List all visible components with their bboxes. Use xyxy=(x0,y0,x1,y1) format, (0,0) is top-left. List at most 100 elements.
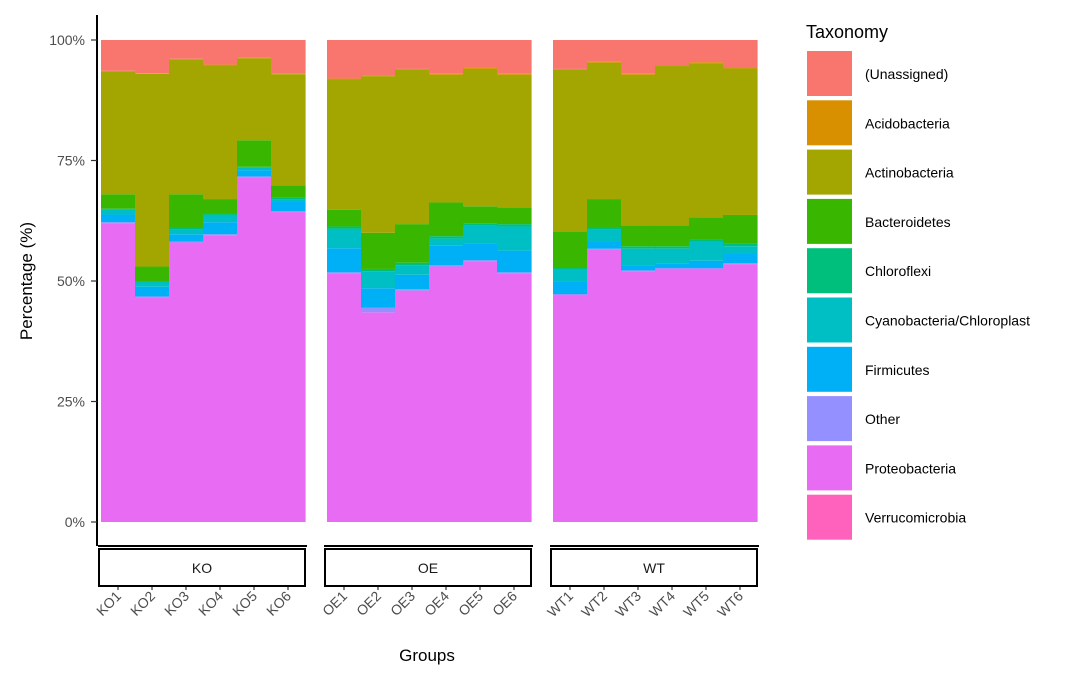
bar-segment-ko3-firmicutes xyxy=(169,234,204,242)
bar-segment-wt6-actinobacteria xyxy=(723,68,758,215)
bar-segment-oe5-bacteroidetes xyxy=(463,206,498,224)
bar-segment-ko3-unassigned xyxy=(169,40,204,59)
bar-segment-wt2-firmicutes xyxy=(587,241,622,249)
x-tick-label-wt3: WT3 xyxy=(612,588,644,620)
bar-segment-wt4-acidobacteria xyxy=(655,65,690,67)
bar-segment-oe6-unassigned xyxy=(497,40,532,74)
bar-segment-oe4-proteobacteria xyxy=(429,266,464,522)
bar-segment-wt5-actinobacteria xyxy=(689,63,724,218)
bar-segment-ko3-other xyxy=(169,241,204,243)
x-tick-label-wt5: WT5 xyxy=(680,588,712,620)
x-tick-label-ko1: KO1 xyxy=(93,588,124,619)
bar-segment-wt1-firmicutes xyxy=(553,281,588,295)
facet-panel-ko: KO1 KO2 KO3 KO4 KO5 KO6 KO xyxy=(93,40,307,619)
bar-segment-oe1-firmicutes xyxy=(327,248,362,273)
bar-segment-oe2-unassigned xyxy=(361,40,396,76)
x-tick-label-ko4: KO4 xyxy=(195,588,226,619)
legend-item-bacteroidetes: Bacteroidetes xyxy=(807,198,951,244)
bar-segment-wt3-unassigned xyxy=(621,40,656,74)
bar-segment-ko6-bacteroidetes xyxy=(271,185,306,198)
legend-label: Firmicutes xyxy=(865,362,930,378)
bar-segment-oe6-other xyxy=(497,272,532,274)
bar-segment-oe3-cyanobacteria-chloroplast xyxy=(395,265,430,275)
bar-segment-wt2-proteobacteria xyxy=(587,249,622,523)
bar-segment-ko4-bacteroidetes xyxy=(203,199,238,214)
x-tick-label-oe5: OE5 xyxy=(455,588,486,619)
bar-segment-ko4-actinobacteria xyxy=(203,65,238,200)
bar-segment-wt1-acidobacteria xyxy=(553,68,588,70)
bar-segment-ko3-bacteroidetes xyxy=(169,194,204,228)
bar-wt4 xyxy=(655,40,690,522)
bar-segment-wt6-proteobacteria xyxy=(723,264,758,522)
bar-segment-ko5-bacteroidetes xyxy=(237,140,272,167)
bar-segment-oe3-actinobacteria xyxy=(395,69,430,225)
legend-swatch xyxy=(807,198,852,244)
bar-segment-oe1-acidobacteria xyxy=(327,78,362,80)
facet-panel-oe: OE1 OE2 OE3 OE4 OE5 OE6 OE xyxy=(319,40,533,619)
bar-segment-ko2-other xyxy=(135,296,170,298)
bar-segment-oe2-other xyxy=(361,307,396,313)
legend-label: Other xyxy=(865,411,900,427)
bar-segment-oe6-acidobacteria xyxy=(497,73,532,75)
bar-segment-ko1-cyanobacteria-chloroplast xyxy=(101,209,136,215)
bar-segment-oe2-cyanobacteria-chloroplast xyxy=(361,271,396,289)
bar-segment-oe6-actinobacteria xyxy=(497,74,532,208)
bar-segment-wt4-unassigned xyxy=(655,40,690,66)
bar-segment-wt3-chloroflexi xyxy=(621,246,656,249)
bar-segment-wt1-other xyxy=(553,294,588,296)
bar-segment-ko1-proteobacteria xyxy=(101,223,136,522)
bar-segment-oe4-unassigned xyxy=(429,40,464,74)
legend-label: Verrucomicrobia xyxy=(865,510,966,526)
bar-ko6 xyxy=(271,40,306,522)
bar-wt2 xyxy=(587,40,622,523)
bar-segment-oe4-bacteroidetes xyxy=(429,202,464,237)
legend-label: Proteobacteria xyxy=(865,460,956,476)
legend-swatch xyxy=(807,297,852,343)
bar-segment-oe5-proteobacteria xyxy=(463,261,498,522)
x-tick-label-ko6: KO6 xyxy=(263,588,294,619)
bar-segment-wt2-cyanobacteria-chloroplast xyxy=(587,229,622,242)
bar-segment-wt4-proteobacteria xyxy=(655,268,690,522)
bar-segment-ko6-other xyxy=(271,211,306,213)
bar-segment-oe3-firmicutes xyxy=(395,274,430,290)
x-tick-label-ko3: KO3 xyxy=(161,588,192,619)
bar-segment-oe4-chloroflexi xyxy=(429,236,464,239)
bar-segment-wt5-proteobacteria xyxy=(689,268,724,522)
legend-label: Acidobacteria xyxy=(865,115,950,131)
legend-label: Chloroflexi xyxy=(865,263,931,279)
y-tick-label: 0% xyxy=(65,514,85,530)
x-tick-label-ko2: KO2 xyxy=(127,588,158,619)
bar-oe6 xyxy=(497,40,532,522)
bar-segment-ko6-cyanobacteria-chloroplast xyxy=(271,199,306,202)
bar-segment-wt2-actinobacteria xyxy=(587,62,622,200)
legend-swatch xyxy=(807,248,852,294)
bar-segment-oe5-actinobacteria xyxy=(463,68,498,207)
bar-ko2 xyxy=(135,40,170,522)
legend-swatch xyxy=(807,396,852,442)
bar-segment-wt6-bacteroidetes xyxy=(723,214,758,244)
bar-segment-ko4-other xyxy=(203,234,238,236)
bar-segment-oe5-chloroflexi xyxy=(463,223,498,226)
legend-swatch xyxy=(807,51,852,96)
bar-segment-wt4-chloroflexi xyxy=(655,246,690,249)
bar-segment-ko4-proteobacteria xyxy=(203,235,238,522)
x-tick-label-wt2: WT2 xyxy=(578,588,610,620)
bar-segment-wt1-unassigned xyxy=(553,40,588,69)
bar-segment-ko3-cyanobacteria-chloroplast xyxy=(169,229,204,235)
bar-wt6 xyxy=(723,40,758,522)
bar-segment-ko2-bacteroidetes xyxy=(135,266,170,281)
bar-segment-oe1-cyanobacteria-chloroplast xyxy=(327,228,362,249)
bar-segment-oe1-proteobacteria xyxy=(327,273,362,522)
legend-item-unassigned: (Unassigned) xyxy=(807,51,948,96)
bar-segment-ko6-firmicutes xyxy=(271,201,306,212)
bar-segment-wt5-unassigned xyxy=(689,40,724,63)
legend-item-verrucomicrobia: Verrucomicrobia xyxy=(807,494,966,540)
legend-label: Actinobacteria xyxy=(865,165,954,181)
bar-segment-oe2-proteobacteria xyxy=(361,312,396,522)
legend-swatch xyxy=(807,149,852,195)
facet-strip-oe xyxy=(324,548,532,587)
bar-segment-ko2-actinobacteria xyxy=(135,73,170,267)
bar-segment-ko2-chloroflexi xyxy=(135,281,170,282)
bar-segment-oe1-actinobacteria xyxy=(327,79,362,210)
